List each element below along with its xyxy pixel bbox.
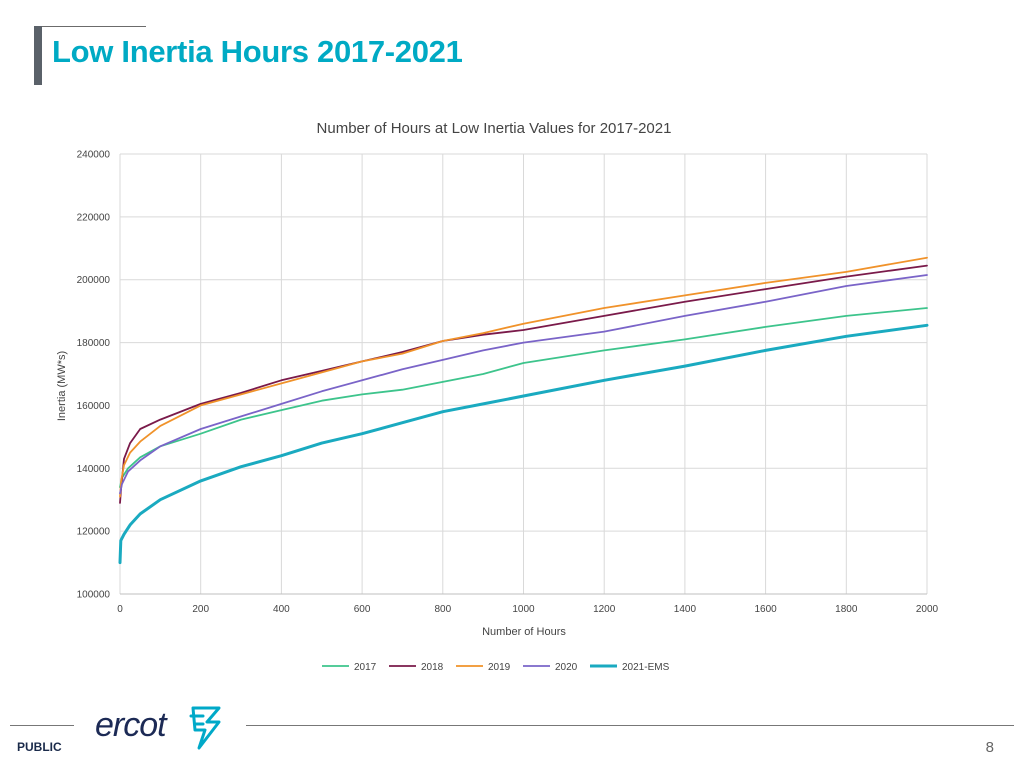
x-tick-label: 2000	[916, 604, 939, 615]
series-layer	[118, 256, 929, 565]
x-tick-label: 1400	[674, 604, 697, 615]
legend-label-2019: 2019	[488, 662, 511, 673]
y-tick-label: 180000	[77, 338, 111, 349]
x-tick-label: 200	[192, 604, 209, 615]
axis-layer: 0 200 400 600 800 1000 1200 1400 1600 1800 2000 100…	[77, 150, 939, 616]
y-tick-label: 160000	[77, 401, 111, 412]
x-tick-label: 1000	[512, 604, 535, 615]
y-tick-label: 100000	[77, 590, 111, 601]
y-tick-label: 200000	[77, 275, 111, 286]
lightning-mark-icon	[189, 706, 221, 750]
x-axis-title: Number of Hours	[482, 626, 566, 638]
x-tick-label: 0	[117, 604, 123, 615]
series-line-2019	[119, 256, 928, 498]
footer-rule-left	[10, 725, 74, 726]
legend-label-2020: 2020	[555, 662, 578, 673]
legend-label-2017: 2017	[354, 662, 377, 673]
x-tick-label: 600	[354, 604, 371, 615]
x-tick-label: 400	[273, 604, 290, 615]
ercot-wordmark: ercot	[95, 706, 168, 744]
ercot-logo: ercot	[95, 706, 221, 750]
page-number: 8	[985, 739, 994, 756]
chart-title: Number of Hours at Low Inertia Values fo…	[317, 120, 672, 137]
x-tick-label: 1600	[754, 604, 777, 615]
x-tick-label: 800	[434, 604, 451, 615]
y-tick-label: 120000	[77, 527, 111, 538]
title-top-rule	[34, 26, 146, 27]
public-label: PUBLIC	[17, 740, 62, 754]
legend-label-2021-ems: 2021-EMS	[622, 662, 670, 673]
y-tick-label: 220000	[77, 212, 111, 223]
grid-layer	[119, 153, 928, 595]
series-line-2017	[119, 307, 928, 488]
chart-container: Number of Hours at Low Inertia Values fo…	[40, 108, 1000, 688]
footer-rule-right	[246, 725, 1014, 726]
series-line-2020	[119, 274, 928, 495]
y-axis-title: Inertia (MW*s)	[56, 351, 68, 421]
slide-title: Low Inertia Hours 2017-2021	[52, 34, 463, 69]
series-line-2021-ems	[118, 323, 929, 565]
inertia-line-chart: Number of Hours at Low Inertia Values fo…	[56, 120, 939, 673]
x-tick-label: 1200	[593, 604, 616, 615]
title-accent-bar	[34, 26, 42, 85]
x-tick-label: 1800	[835, 604, 858, 615]
legend-label-2018: 2018	[421, 662, 444, 673]
chart-legend: 2017 2018 2019 2020 2021-EMS	[322, 662, 670, 673]
y-tick-label: 140000	[77, 464, 111, 475]
y-tick-label: 240000	[77, 150, 111, 161]
